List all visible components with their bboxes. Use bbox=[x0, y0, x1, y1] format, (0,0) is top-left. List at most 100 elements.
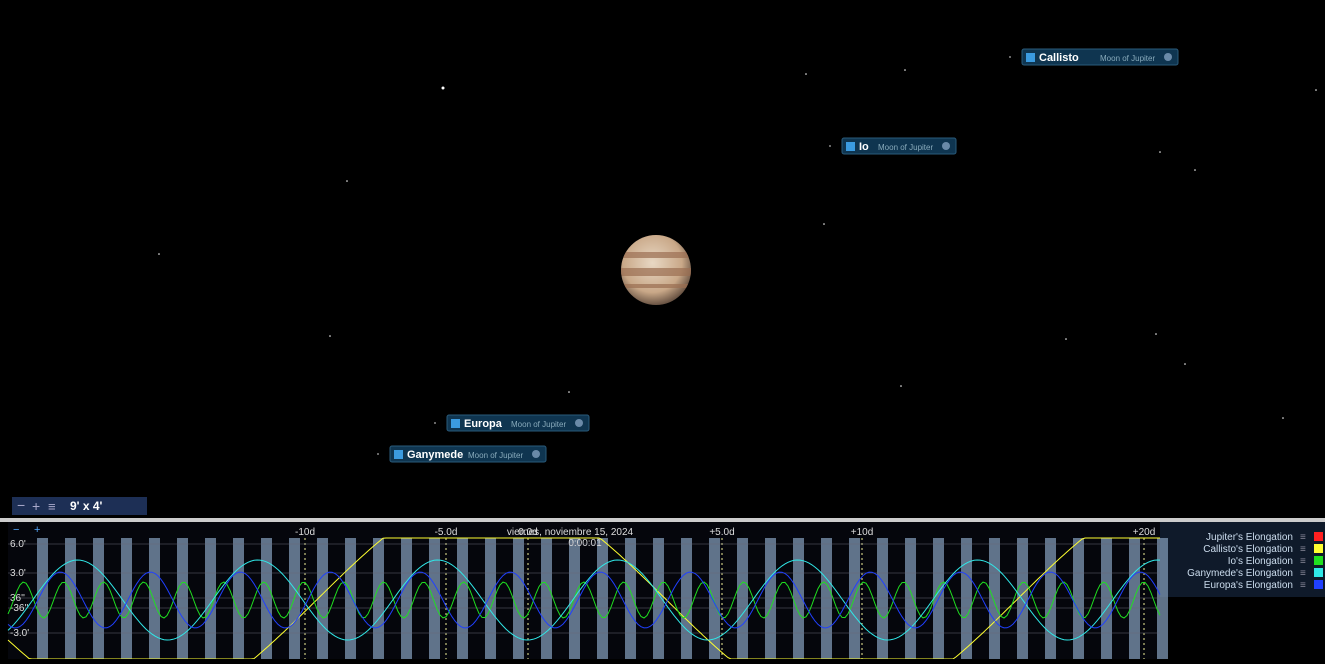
x-tick-label: -10d bbox=[295, 527, 315, 538]
moon-label[interactable]: Europa Moon of Jupiter bbox=[434, 414, 590, 432]
zoom-control: − + ≡ 9' x 4' bbox=[12, 497, 147, 515]
night-band bbox=[1017, 538, 1028, 659]
y-tick-label: 3.0' bbox=[10, 568, 26, 579]
star bbox=[900, 385, 902, 387]
night-band bbox=[205, 538, 216, 659]
moon-name: Ganymede bbox=[407, 449, 463, 461]
star bbox=[805, 73, 807, 75]
legend-menu[interactable]: ≡ bbox=[1300, 556, 1306, 567]
legend-label: Jupiter's Elongation bbox=[1206, 532, 1293, 543]
label-box bbox=[389, 445, 547, 463]
night-band bbox=[709, 538, 720, 659]
moon-type: Moon of Jupiter bbox=[1100, 54, 1155, 63]
checkbox bbox=[1026, 53, 1035, 62]
star bbox=[1159, 151, 1161, 153]
moon-label[interactable]: Io Moon of Jupiter bbox=[829, 137, 957, 155]
night-band bbox=[765, 538, 776, 659]
night-band bbox=[93, 538, 104, 659]
star bbox=[1315, 89, 1317, 91]
night-band bbox=[373, 538, 384, 659]
night-band bbox=[877, 538, 888, 659]
moon-name: Callisto bbox=[1039, 52, 1079, 64]
splitter[interactable] bbox=[0, 518, 1325, 522]
checkbox bbox=[451, 419, 460, 428]
star bbox=[1155, 333, 1157, 335]
legend-swatch bbox=[1314, 568, 1323, 577]
legend-label: Io's Elongation bbox=[1228, 556, 1293, 567]
night-band bbox=[989, 538, 1000, 659]
jupiter[interactable] bbox=[610, 235, 700, 305]
star bbox=[329, 335, 331, 337]
legend-menu[interactable]: ≡ bbox=[1300, 580, 1306, 591]
moon-type: Moon of Jupiter bbox=[511, 420, 566, 429]
night-band bbox=[541, 538, 552, 659]
x-tick-label: +20d bbox=[1133, 527, 1156, 538]
night-band bbox=[737, 538, 748, 659]
moon-type: Moon of Jupiter bbox=[468, 451, 523, 460]
night-band bbox=[485, 538, 496, 659]
moon-label[interactable]: Ganymede Moon of Jupiter bbox=[377, 445, 547, 463]
x-tick-label: -5.0d bbox=[435, 527, 458, 538]
label-box bbox=[841, 137, 957, 155]
legend-label: Ganymede's Elongation bbox=[1187, 568, 1293, 579]
info-icon[interactable] bbox=[1164, 53, 1172, 61]
moon-label[interactable]: Callisto Moon of Jupiter bbox=[1009, 48, 1179, 66]
moon-marker bbox=[829, 145, 831, 147]
legend-panel bbox=[1160, 522, 1325, 597]
y-tick-label: 36'' bbox=[10, 593, 25, 604]
moon-marker bbox=[377, 453, 379, 455]
info-icon[interactable] bbox=[532, 450, 540, 458]
legend-menu[interactable]: ≡ bbox=[1300, 544, 1306, 555]
zoom-out[interactable]: − bbox=[13, 524, 19, 536]
menu[interactable]: ≡ bbox=[48, 499, 56, 514]
legend-menu[interactable]: ≡ bbox=[1300, 532, 1306, 543]
night-band bbox=[513, 538, 524, 659]
night-band bbox=[317, 538, 328, 659]
night-band bbox=[233, 538, 244, 659]
star bbox=[1282, 417, 1284, 419]
night-band bbox=[457, 538, 468, 659]
night-band bbox=[821, 538, 832, 659]
moon-name: Io bbox=[859, 141, 869, 153]
night-band bbox=[1045, 538, 1056, 659]
night-band bbox=[961, 538, 972, 659]
zoom-in[interactable]: + bbox=[32, 498, 40, 514]
checkbox bbox=[394, 450, 403, 459]
night-band bbox=[261, 538, 272, 659]
night-band bbox=[1157, 538, 1168, 659]
y-tick-label: -36'' bbox=[10, 603, 28, 614]
legend-menu[interactable]: ≡ bbox=[1300, 568, 1306, 579]
night-band bbox=[37, 538, 48, 659]
info-icon[interactable] bbox=[575, 419, 583, 427]
label-box bbox=[446, 414, 590, 432]
legend-swatch bbox=[1314, 580, 1323, 589]
night-band bbox=[681, 538, 692, 659]
star bbox=[1184, 363, 1186, 365]
night-band bbox=[177, 538, 188, 659]
legend-label: Callisto's Elongation bbox=[1203, 544, 1293, 555]
info-icon[interactable] bbox=[942, 142, 950, 150]
star bbox=[904, 69, 906, 71]
zoom-out[interactable]: − bbox=[17, 497, 25, 513]
moon-marker bbox=[1009, 56, 1011, 58]
label-box bbox=[1021, 48, 1179, 66]
legend-swatch bbox=[1314, 544, 1323, 553]
night-band bbox=[597, 538, 608, 659]
zoom-in[interactable]: + bbox=[34, 524, 40, 536]
night-band bbox=[149, 538, 160, 659]
legend-label: Europa's Elongation bbox=[1204, 580, 1293, 591]
y-tick-label: 6.0' bbox=[10, 539, 26, 550]
fov: 9' x 4' bbox=[70, 499, 103, 513]
star bbox=[568, 391, 570, 393]
checkbox bbox=[846, 142, 855, 151]
star bbox=[823, 223, 825, 225]
star bbox=[1065, 338, 1067, 340]
y-tick-label: -3.0' bbox=[10, 628, 29, 639]
night-band bbox=[65, 538, 76, 659]
star bbox=[158, 253, 160, 255]
elongation-curve bbox=[7, 559, 1161, 641]
night-band bbox=[401, 538, 412, 659]
night-band bbox=[625, 538, 636, 659]
